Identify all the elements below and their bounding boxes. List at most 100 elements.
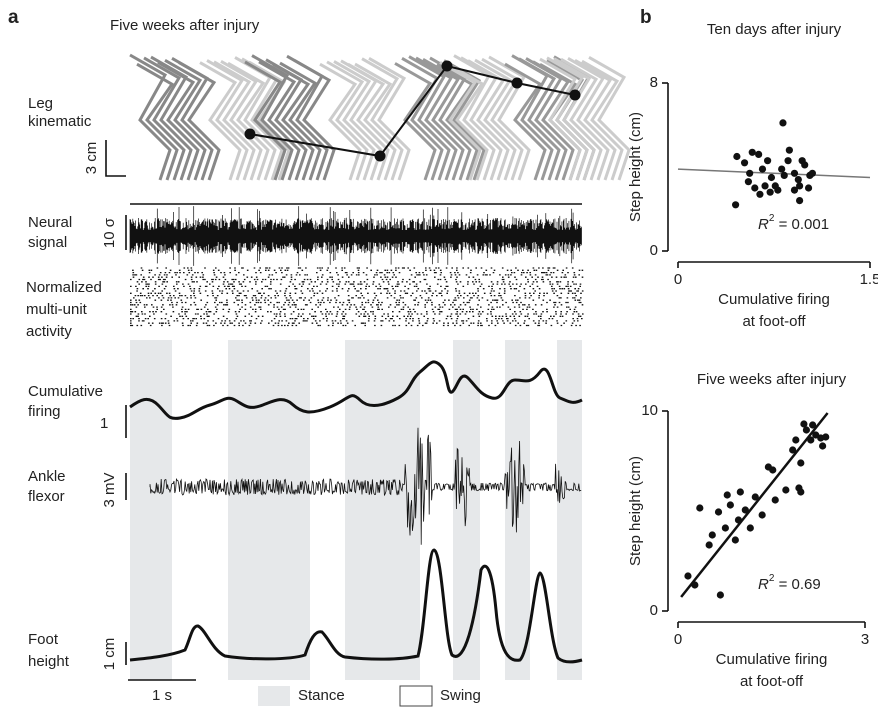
leg-stick [488, 55, 531, 181]
leg-stick [143, 56, 186, 181]
point [761, 182, 769, 190]
row-label: Foot [28, 631, 59, 648]
point [801, 161, 809, 169]
row-label: kinematic [28, 113, 92, 130]
row-label: height [28, 653, 70, 670]
leg-stick [293, 58, 336, 181]
legend-label: Swing [440, 687, 481, 704]
point [809, 421, 817, 429]
leg-stick [333, 60, 376, 181]
x-axis-label: at foot-off [742, 313, 806, 330]
point [708, 531, 716, 539]
point [691, 581, 699, 589]
leg-stick [347, 62, 390, 181]
point [740, 159, 749, 167]
point [766, 188, 774, 196]
point [785, 146, 793, 154]
scale-label: 3 cm [83, 142, 100, 175]
point [751, 184, 759, 192]
point [792, 436, 800, 444]
point [802, 426, 811, 434]
point [782, 486, 790, 494]
cumulative-firing-trace [129, 360, 583, 420]
leg-stick [481, 57, 524, 181]
y-axis-label: Step height (cm) [627, 456, 644, 566]
point [819, 442, 827, 450]
row-label: Leg [28, 95, 53, 112]
point [733, 152, 741, 161]
point [705, 541, 713, 549]
x-axis-label: Cumulative firing [716, 651, 828, 668]
leg-stick [504, 62, 547, 181]
panel-letter: b [640, 7, 652, 28]
point [769, 466, 777, 474]
point [731, 536, 739, 544]
leg-stick [588, 56, 631, 181]
point [751, 493, 759, 501]
point [696, 504, 704, 512]
annotation-value: = 0.001 [774, 216, 829, 233]
stance-band [557, 340, 582, 680]
x-tick-label: 0 [674, 271, 682, 288]
point [755, 150, 763, 158]
annotation: R2 = 0.69 [758, 573, 821, 593]
x-tick-label: 3 [861, 631, 869, 648]
leg-stick [368, 57, 411, 181]
point [756, 190, 764, 198]
y-tick-label: 8 [650, 74, 658, 91]
raster-ticks [130, 267, 584, 327]
scale-label: 1 cm [101, 638, 118, 671]
row-label: flexor [28, 488, 65, 505]
leg-stick [422, 57, 465, 181]
leg-stick [319, 62, 362, 181]
legend-swatch [258, 686, 290, 706]
leg-stick [164, 59, 207, 181]
dot [244, 128, 256, 140]
point [797, 459, 805, 467]
row-label: Cumulative [28, 383, 103, 400]
point [721, 524, 729, 532]
point [734, 516, 743, 524]
point [771, 496, 779, 504]
annotation-r: R [758, 576, 769, 593]
leg-stick [408, 55, 451, 181]
dot [511, 77, 523, 89]
point [684, 572, 692, 580]
y-tick-label: 0 [650, 602, 658, 619]
point [723, 491, 731, 499]
leg-stick [354, 62, 397, 181]
y-tick-label: 0 [650, 242, 658, 259]
leg-stick [560, 57, 603, 181]
dot [569, 89, 581, 101]
point [746, 524, 754, 532]
point [758, 165, 767, 173]
point [822, 433, 830, 441]
leg-stick [394, 62, 437, 181]
dot [374, 150, 386, 162]
annotation-sup: 2 [769, 573, 775, 584]
leg-stick [567, 57, 610, 181]
legend-swatch [399, 685, 433, 707]
point [774, 186, 782, 194]
point [790, 186, 799, 194]
leg-stick [539, 57, 582, 181]
leg-stick [258, 60, 301, 181]
point [789, 446, 797, 454]
chart-title: Ten days after injury [707, 21, 842, 38]
point [744, 178, 753, 186]
leg-stick [436, 63, 479, 181]
point [764, 157, 772, 165]
point [716, 591, 724, 599]
row-label: Ankle [28, 468, 66, 485]
neural-trace [129, 206, 582, 266]
leg-stick [446, 62, 489, 181]
point [714, 508, 723, 516]
annotation: R2 = 0.001 [758, 213, 829, 233]
scale-label: 10 σ [101, 217, 118, 248]
dot [441, 60, 453, 72]
neural-signal [129, 206, 582, 266]
point [797, 488, 805, 496]
leg-stick [199, 61, 242, 181]
fit-line [680, 412, 829, 598]
